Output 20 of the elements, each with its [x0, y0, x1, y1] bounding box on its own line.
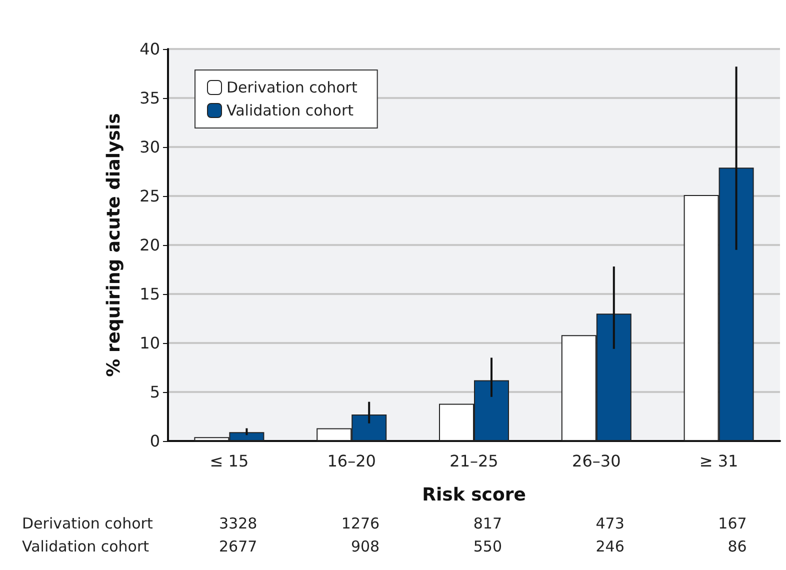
y-tick-label: 0	[150, 432, 160, 450]
legend-label: Derivation cohort	[226, 78, 358, 96]
y-tick-label: 20	[140, 236, 160, 254]
x-tick-label: 21–25	[450, 452, 498, 470]
y-tick-label: 35	[140, 88, 160, 108]
x-tick-label: ≤ 15	[210, 452, 249, 470]
text: Validation cohort 2677 908 550 246 86	[22, 538, 747, 556]
y-tick-label: 5	[150, 382, 160, 402]
text: Derivation cohort 3328 1276 817 473 167	[22, 514, 747, 532]
x-axis-title: Risk score	[422, 484, 526, 506]
y-tick-label: 30	[140, 138, 160, 156]
y-tick-label: 25	[140, 186, 160, 206]
y-tick-label: 10	[140, 334, 160, 352]
x-tick-label: ≥ 31	[699, 452, 738, 470]
x-tick-label: 16–20	[327, 452, 376, 470]
y-tick-label: 15	[140, 284, 160, 304]
x-tick-label: 26–30	[572, 452, 621, 470]
y-tick-label: 40	[140, 40, 160, 58]
y-axis-title: % requiring acute dialysis	[104, 113, 124, 377]
legend-label: Validation cohort	[226, 102, 354, 120]
